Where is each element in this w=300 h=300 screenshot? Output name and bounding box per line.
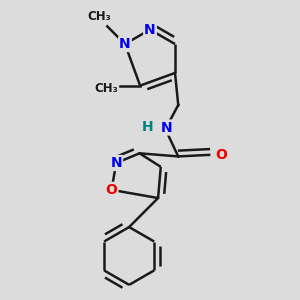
Text: CH₃: CH₃ [94, 82, 118, 95]
Text: O: O [216, 148, 227, 162]
Text: H: H [142, 120, 154, 134]
Text: N: N [110, 156, 122, 170]
Text: O: O [106, 183, 117, 197]
Text: N: N [144, 22, 156, 37]
Text: N: N [161, 121, 173, 134]
Text: N: N [119, 37, 131, 51]
Text: CH₃: CH₃ [87, 10, 111, 23]
